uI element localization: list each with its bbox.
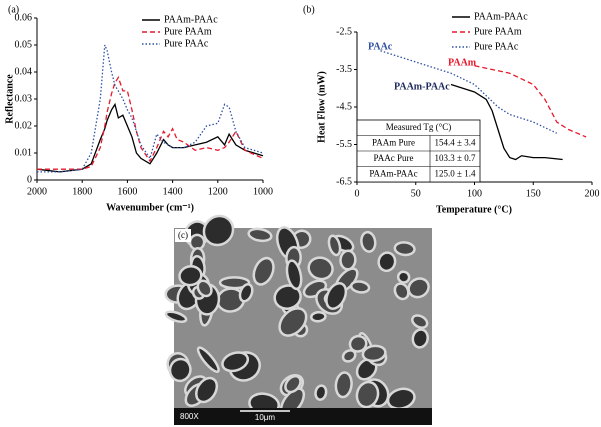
y-axis-label: Heat Flow (mW) — [316, 71, 327, 143]
table-cell: PAAm Pure — [372, 137, 415, 147]
pore — [278, 307, 308, 337]
annotation: PAAm — [448, 57, 477, 68]
pore — [411, 328, 429, 349]
pore — [196, 279, 213, 298]
table-cell: 154.4 ± 3.4 — [435, 137, 476, 147]
pore — [377, 251, 397, 273]
legend-label: PAAm-PAAc — [474, 11, 528, 22]
pore — [309, 310, 327, 323]
label-box — [175, 229, 191, 242]
pore — [411, 314, 429, 329]
series-line — [380, 50, 558, 134]
y-tick-label: -4.5 — [336, 101, 352, 112]
pore — [252, 256, 275, 286]
legend-label: Pure PAAm — [164, 26, 212, 37]
annotation: PAAc — [368, 41, 393, 52]
pore — [325, 282, 348, 310]
pore — [164, 310, 188, 323]
scale-bar-label: 10μm — [255, 413, 276, 422]
pore — [349, 280, 371, 294]
pore — [178, 265, 203, 287]
pore — [314, 384, 328, 401]
pore — [361, 344, 387, 363]
sem-info-bar — [174, 408, 432, 425]
table-cell: PAAc Pure — [374, 153, 414, 163]
pore — [202, 214, 235, 247]
y-tick-label: -3.5 — [336, 64, 352, 75]
table-cell: 103.3 ± 0.7 — [435, 153, 476, 163]
pore — [218, 276, 251, 290]
x-tick-label: 1800 — [72, 186, 92, 197]
pore — [307, 256, 334, 281]
x-tick-label: 0 — [355, 188, 360, 199]
sem-image: 800X 10μm (c) — [164, 214, 432, 425]
table-cell: 125.0 ± 1.4 — [435, 168, 476, 178]
series-line — [37, 75, 264, 170]
x-tick-label: 200 — [585, 188, 600, 199]
legend-label: PAAm-PAAc — [164, 14, 218, 25]
pore — [360, 230, 377, 253]
pore — [195, 376, 219, 404]
legend-label: Pure PAAc — [164, 38, 209, 49]
x-tick-label: 1000 — [253, 186, 273, 197]
panel-label: (a) — [8, 4, 19, 15]
pore — [196, 346, 220, 373]
y-tick-label: 0.03 — [15, 93, 33, 104]
pore — [396, 270, 411, 284]
x-axis-label: Wavenumber (cm⁻¹) — [106, 202, 194, 213]
series-line — [450, 83, 563, 161]
y-tick-label: 0.04 — [15, 66, 33, 77]
pore — [247, 227, 273, 243]
pore — [355, 380, 380, 409]
pore — [334, 371, 353, 399]
annotation: PAAm-PAAc — [394, 81, 450, 92]
legend-label: Pure PAAc — [474, 41, 519, 52]
pore — [393, 282, 410, 301]
pore — [285, 259, 303, 291]
pore — [348, 334, 368, 353]
x-tick-label: 50 — [411, 188, 421, 199]
pore — [221, 351, 250, 373]
pore — [168, 357, 192, 383]
magnification: 800X — [180, 412, 199, 421]
table-cell: PAAm-PAAc — [369, 168, 417, 178]
y-tick-label: 0.01 — [15, 147, 33, 158]
x-axis-label: Temperature (°C) — [436, 204, 512, 215]
pore — [327, 234, 342, 257]
x-tick-label: 2000 — [27, 186, 47, 197]
series-line — [36, 102, 264, 173]
pore — [393, 241, 416, 257]
pore — [238, 283, 254, 303]
pore — [339, 249, 357, 271]
y-tick-label: 0.05 — [15, 39, 33, 50]
x-tick-label: 150 — [526, 188, 541, 199]
pore — [273, 284, 302, 310]
legend-label: Pure PAAm — [474, 26, 522, 37]
x-tick-label: 1600 — [117, 186, 137, 197]
table-header: Measured Tg (°C) — [386, 122, 451, 132]
y-tick-label: 0 — [27, 174, 32, 185]
x-tick-label: 100 — [467, 188, 482, 199]
pore — [386, 387, 416, 410]
y-tick-label: -5.5 — [336, 139, 352, 150]
x-tick-label: 1400 — [163, 186, 183, 197]
series-line — [37, 44, 264, 173]
y-tick-label: -6.5 — [336, 176, 352, 187]
y-tick-label: 0.06 — [15, 12, 33, 23]
y-tick-label: 0.02 — [15, 120, 33, 131]
x-tick-label: 1200 — [208, 186, 228, 197]
panel-label: (c) — [178, 230, 188, 240]
pore — [284, 374, 302, 394]
y-axis-label: Reflectance — [4, 74, 15, 124]
pore — [341, 349, 357, 363]
y-tick-label: -2.5 — [336, 26, 352, 37]
pores — [164, 214, 430, 417]
panel-label: (b) — [303, 4, 315, 15]
